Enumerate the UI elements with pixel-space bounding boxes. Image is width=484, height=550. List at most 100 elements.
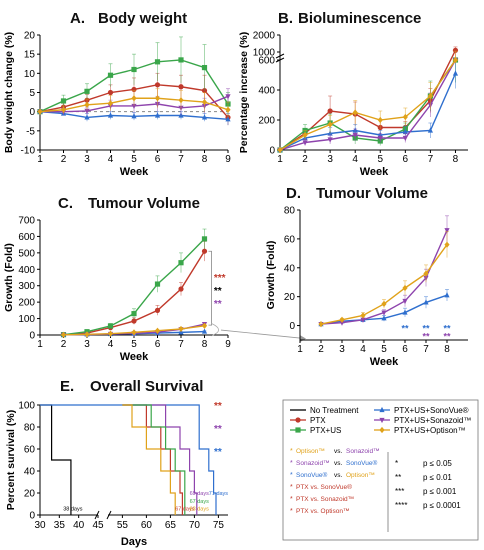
y-axis-label: Percent survival (%) [5, 410, 17, 510]
y-tick-label: 20 [24, 31, 36, 42]
x-axis-label: Week [120, 166, 149, 178]
data-point [402, 298, 408, 305]
y-tick-label: 600 [258, 56, 275, 67]
data-point [154, 82, 161, 88]
data-point [107, 100, 114, 107]
axis-break [106, 510, 112, 520]
data-point [154, 327, 161, 334]
pvalue-stars: **** [395, 501, 407, 510]
survival-label: 67 days [175, 507, 195, 513]
y-axis-label: Growth (Fold) [265, 241, 277, 310]
y-tick-label: 10 [24, 69, 36, 80]
y-tick-label: 100 [18, 401, 35, 412]
data-point [84, 331, 90, 338]
significance-stars: ** [214, 286, 222, 297]
survival-label: 67 days [190, 499, 210, 505]
legend-label: PTX+US+Optison™ [394, 426, 466, 435]
data-point [427, 127, 433, 133]
legend-label: PTX+US+SonoVue® [394, 406, 469, 415]
y-tick-label: 0 [289, 321, 295, 332]
data-point [225, 106, 231, 113]
survival-label: 69 days [190, 491, 210, 497]
y-tick-label: 500 [18, 248, 35, 259]
significance-stars: ** [214, 424, 222, 435]
x-tick-label: 45 [92, 520, 104, 531]
data-point [131, 329, 137, 336]
y-tick-label: 100 [18, 314, 35, 325]
pvalue-stars: *** [395, 487, 404, 496]
data-point [201, 328, 208, 334]
data-point [452, 47, 459, 53]
panel-label: C. [58, 195, 73, 212]
x-tick-label: 6 [155, 339, 161, 350]
axis-break [94, 510, 100, 520]
x-tick-label: 1 [37, 339, 43, 350]
panel-A: A. Body weight 1 2 3 4 5 6 7 8 9 -10 -5 0 5 10 15 20 Week B… [3, 10, 231, 178]
x-tick-label: 7 [423, 344, 429, 355]
data-point [178, 57, 184, 63]
y-tick-label: 40 [24, 467, 36, 478]
y-tick-label: 0 [29, 107, 35, 118]
comparison-a: PTX vs. Sonazoid™ [296, 496, 354, 503]
data-point [37, 108, 43, 115]
data-point [327, 137, 333, 143]
data-point [327, 108, 333, 114]
data-point [84, 101, 90, 108]
pvalue-stars: ** [395, 473, 401, 482]
y-tick-label: 700 [18, 216, 35, 227]
data-point [381, 310, 387, 316]
data-point [352, 109, 358, 116]
survival-curve-optison [122, 404, 176, 515]
x-tick-label: 35 [54, 520, 66, 531]
data-point [107, 72, 114, 78]
x-tick-label: 1 [297, 344, 303, 355]
data-point [201, 236, 208, 242]
series-optison [60, 322, 208, 338]
data-point [352, 132, 358, 139]
x-tick-label: 3 [339, 344, 345, 355]
data-point [302, 140, 308, 146]
pvalue-stars: * [395, 459, 398, 468]
x-axis-label: Days [121, 536, 147, 548]
y-axis-label: Body weight change (%) [3, 32, 15, 153]
x-tick-label: 3 [84, 339, 90, 350]
axis-break [275, 53, 285, 59]
series-ptx [60, 240, 208, 338]
data-point [107, 330, 114, 337]
legend: No TreatmentPTXPTX+USPTX+US+SonoVue®PTX+… [282, 399, 479, 541]
data-point [377, 116, 383, 124]
x-tick-label: 6 [402, 344, 408, 355]
x-tick-label: 4 [352, 154, 358, 165]
significance-stars: ** [422, 323, 430, 333]
data-point [423, 299, 429, 305]
comparison-star: * [290, 484, 293, 491]
y-tick-label: 20 [24, 489, 36, 500]
series-ptx_us [37, 36, 231, 116]
y-tick-label: 80 [24, 423, 36, 434]
significance-stars: ** [214, 447, 222, 458]
panel-title: Body weight [98, 10, 187, 27]
legend-label: PTX+US+Sonazoid™ [394, 416, 471, 425]
x-tick-label: 65 [165, 520, 177, 531]
x-tick-label: 8 [202, 339, 208, 350]
y-tick-label: 5 [29, 88, 35, 99]
significance-stars: ** [422, 331, 430, 341]
data-point [381, 315, 387, 321]
data-point [201, 98, 208, 106]
data-point [360, 312, 366, 319]
x-tick-label: 8 [202, 154, 208, 165]
x-tick-label: 3 [327, 154, 333, 165]
x-axis-label: Week [120, 351, 149, 363]
data-point [225, 94, 231, 100]
data-point [178, 97, 184, 104]
data-point [178, 286, 184, 292]
panel-E: E. Overall Survival 30 35 40 45 55 60 65 70 75 0 20 4… [5, 378, 228, 548]
x-axis-label: Week [360, 166, 389, 178]
panel-label: D. [286, 185, 301, 202]
panel-label: E. [60, 378, 74, 395]
x-tick-label: 6 [155, 154, 161, 165]
data-point [452, 56, 459, 64]
y-tick-label: 60 [24, 445, 36, 456]
x-tick-label: 9 [225, 339, 231, 350]
